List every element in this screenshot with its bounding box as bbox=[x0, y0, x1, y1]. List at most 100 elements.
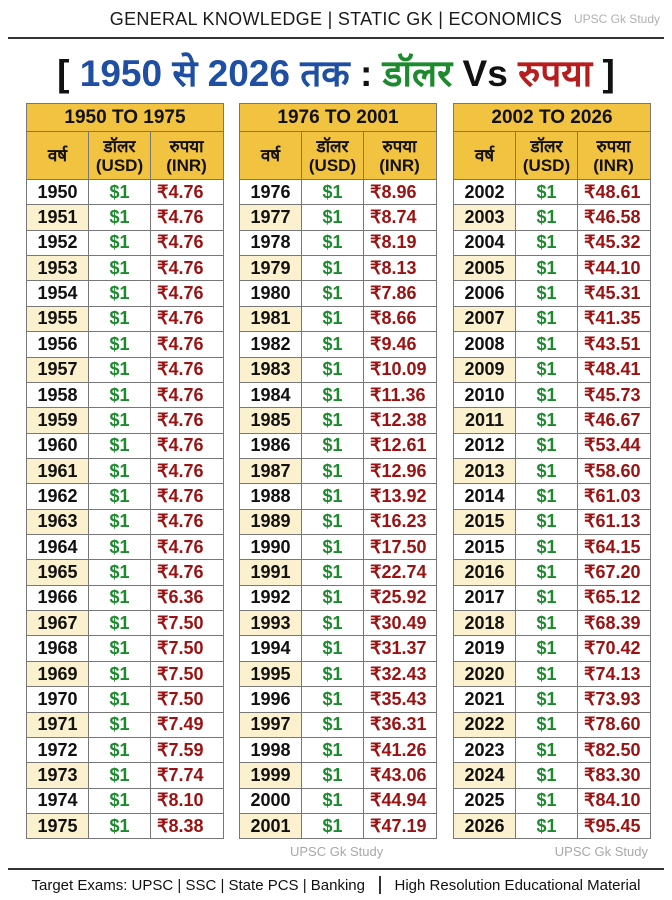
usd-cell: $1 bbox=[516, 332, 578, 357]
inr-cell: ₹47.19 bbox=[370, 815, 427, 836]
year-cell: 2015 bbox=[454, 535, 516, 560]
table-row: 1959 $1 ₹4.76 bbox=[27, 408, 223, 434]
watermark-top: UPSC Gk Study bbox=[573, 12, 660, 26]
title-dollar: डॉलर bbox=[382, 53, 453, 94]
title-vs: Vs bbox=[462, 53, 508, 94]
year-cell: 1964 bbox=[27, 535, 89, 560]
table-row: 2011 $1 ₹46.67 bbox=[454, 408, 650, 434]
year-cell: 2016 bbox=[454, 560, 516, 585]
table-row: 1994 $1 ₹31.37 bbox=[240, 636, 436, 662]
table-body: 1976 $1 ₹8.96 1977 $1 ₹8.74 1978 $1 ₹8.19 1979 $1 ₹… bbox=[240, 180, 436, 840]
inr-cell: ₹4.76 bbox=[157, 511, 204, 532]
title-rupee: रुपया bbox=[518, 53, 593, 94]
inr-cell: ₹78.60 bbox=[584, 714, 641, 735]
year-cell: 1993 bbox=[240, 611, 302, 636]
table-row: 1987 $1 ₹12.96 bbox=[240, 458, 436, 485]
table-row: 2017 $1 ₹65.12 bbox=[454, 585, 650, 612]
footer-target-exams: Target Exams: UPSC | SSC | State PCS | B… bbox=[31, 876, 366, 894]
usd-cell: $1 bbox=[302, 205, 364, 230]
year-cell: 2017 bbox=[454, 585, 516, 611]
table-row: 2020 $1 ₹74.13 bbox=[454, 661, 650, 688]
table-row: 1973 $1 ₹7.74 bbox=[27, 763, 223, 789]
table-row: 1983 $1 ₹10.09 bbox=[240, 357, 436, 383]
usd-cell: $1 bbox=[516, 535, 578, 560]
usd-cell: $1 bbox=[516, 585, 578, 611]
inr-cell: ₹4.76 bbox=[157, 333, 204, 354]
table-row: 2015 $1 ₹61.13 bbox=[454, 509, 650, 536]
inr-cell: ₹12.61 bbox=[370, 435, 427, 456]
footer-divider bbox=[8, 868, 664, 870]
inr-cell: ₹61.13 bbox=[584, 511, 641, 532]
table-row: 1975 $1 ₹8.38 bbox=[27, 813, 223, 840]
table-row: 2010 $1 ₹45.73 bbox=[454, 382, 650, 409]
inr-cell: ₹30.49 bbox=[370, 612, 427, 633]
table-row: 1969 $1 ₹7.50 bbox=[27, 661, 223, 688]
year-cell: 1997 bbox=[240, 712, 302, 737]
usd-header-line1: डॉलर bbox=[530, 136, 563, 156]
inr-cell: ₹9.46 bbox=[370, 333, 417, 354]
usd-cell: $1 bbox=[89, 408, 151, 433]
table-row: 1990 $1 ₹17.50 bbox=[240, 535, 436, 561]
table-row: 1981 $1 ₹8.66 bbox=[240, 306, 436, 333]
inr-cell: ₹43.06 bbox=[370, 764, 427, 785]
table-row: 1961 $1 ₹4.76 bbox=[27, 458, 223, 485]
usd-cell: $1 bbox=[302, 788, 364, 813]
usd-header-line2: (USD) bbox=[522, 155, 571, 175]
inr-cell: ₹43.51 bbox=[584, 333, 641, 354]
usd-cell: $1 bbox=[89, 306, 151, 332]
inr-cell: ₹7.50 bbox=[157, 612, 204, 633]
year-cell: 2005 bbox=[454, 256, 516, 281]
year-cell: 1975 bbox=[27, 813, 89, 839]
usd-cell: $1 bbox=[89, 281, 151, 306]
main-title: [ 1950 से 2026 तक : डॉलर Vs रुपया ] bbox=[0, 46, 672, 98]
usd-cell: $1 bbox=[516, 560, 578, 585]
inr-cell: ₹46.67 bbox=[584, 409, 641, 430]
year-cell: 1994 bbox=[240, 636, 302, 661]
header-bar: GENERAL KNOWLEDGE | STATIC GK | ECONOMIC… bbox=[0, 0, 672, 40]
table-body: 1950 $1 ₹4.76 1951 $1 ₹4.76 1952 $1 ₹4.76 1953 $1 ₹… bbox=[27, 180, 223, 840]
usd-cell: $1 bbox=[89, 509, 151, 535]
table-row: 2001 $1 ₹47.19 bbox=[240, 813, 436, 840]
table-row: 2024 $1 ₹83.30 bbox=[454, 763, 650, 789]
usd-cell: $1 bbox=[89, 230, 151, 256]
year-cell: 1958 bbox=[27, 382, 89, 408]
inr-cell: ₹25.92 bbox=[370, 587, 427, 608]
table-row: 1963 $1 ₹4.76 bbox=[27, 509, 223, 536]
usd-cell: $1 bbox=[516, 408, 578, 433]
inr-cell: ₹8.10 bbox=[157, 790, 204, 811]
year-cell: 1968 bbox=[27, 636, 89, 661]
year-cell: 2010 bbox=[454, 382, 516, 408]
column-header-usd: डॉलर (USD) bbox=[302, 132, 364, 179]
inr-cell: ₹16.23 bbox=[370, 511, 427, 532]
usd-cell: $1 bbox=[302, 332, 364, 357]
usd-cell: $1 bbox=[516, 737, 578, 763]
usd-cell: $1 bbox=[516, 306, 578, 332]
usd-cell: $1 bbox=[516, 661, 578, 687]
usd-cell: $1 bbox=[516, 357, 578, 382]
inr-cell: ₹4.76 bbox=[157, 207, 204, 228]
table-row: 1986 $1 ₹12.61 bbox=[240, 433, 436, 459]
table-row: 2022 $1 ₹78.60 bbox=[454, 712, 650, 738]
usd-cell: $1 bbox=[302, 230, 364, 256]
usd-cell: $1 bbox=[302, 611, 364, 636]
year-cell: 2022 bbox=[454, 712, 516, 737]
usd-cell: $1 bbox=[302, 535, 364, 560]
usd-cell: $1 bbox=[516, 813, 578, 839]
year-cell: 1979 bbox=[240, 256, 302, 281]
column-header-inr: रुपया (INR) bbox=[364, 132, 435, 179]
usd-cell: $1 bbox=[302, 763, 364, 788]
year-cell: 1954 bbox=[27, 281, 89, 306]
table-row: 1960 $1 ₹4.76 bbox=[27, 433, 223, 459]
usd-cell: $1 bbox=[516, 281, 578, 306]
table-row: 1992 $1 ₹25.92 bbox=[240, 585, 436, 612]
usd-cell: $1 bbox=[89, 332, 151, 357]
usd-cell: $1 bbox=[302, 357, 364, 382]
usd-cell: $1 bbox=[89, 763, 151, 788]
usd-cell: $1 bbox=[89, 737, 151, 763]
table-row: 2009 $1 ₹48.41 bbox=[454, 357, 650, 383]
usd-cell: $1 bbox=[89, 661, 151, 687]
usd-cell: $1 bbox=[302, 256, 364, 281]
year-cell: 2011 bbox=[454, 408, 516, 433]
usd-cell: $1 bbox=[302, 687, 364, 712]
table-row: 2007 $1 ₹41.35 bbox=[454, 306, 650, 333]
